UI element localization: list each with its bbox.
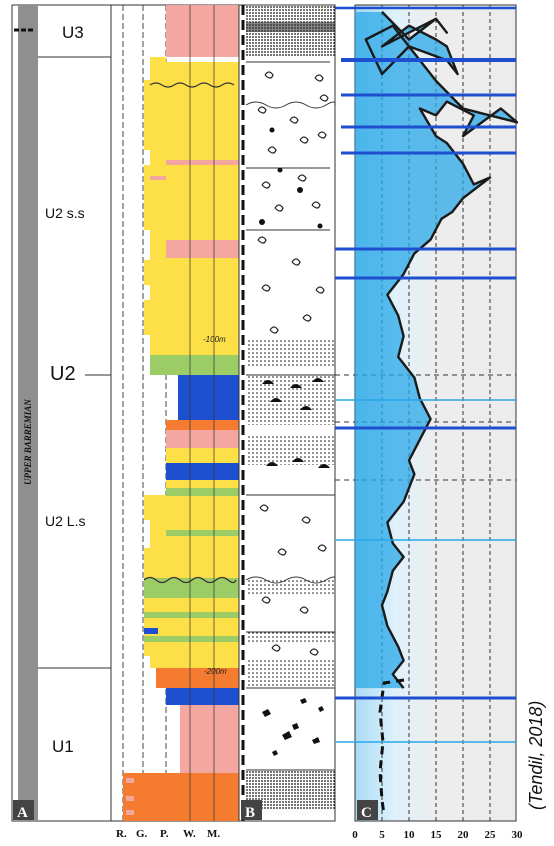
texture-label-w: W.: [183, 828, 196, 840]
dark-grains: [259, 127, 324, 756]
x-tick-label: 15: [431, 829, 443, 841]
texture-label-m: M.: [207, 828, 220, 840]
panel-label-b: B: [245, 805, 255, 821]
profile-area: [355, 11, 517, 689]
texture-label-p: P.: [160, 828, 169, 840]
texture-column: -100m -200m R. G. P. W. M.: [110, 4, 240, 840]
x-tick-label: 5: [379, 829, 385, 841]
panel-a: UPPER BARREMIAN U3 U2 s.s U2 U2 L.s U1 A: [11, 4, 112, 822]
unit-label-u2-ls: U2 L.s: [45, 513, 85, 529]
texture-label-r: R.: [116, 828, 127, 840]
panel-label-a: A: [17, 805, 28, 821]
panel-c: C 0 5 10 15 20 25 30: [335, 4, 523, 841]
profile-line: [364, 11, 519, 689]
panel-label-c: C: [361, 805, 372, 821]
unit-label-u2: U2: [50, 363, 76, 385]
stage-label: UPPER BARREMIAN: [23, 399, 33, 485]
depth-label-200m: -200m: [204, 667, 227, 676]
unit-label-u2-ss: U2 s.s: [45, 205, 85, 221]
depth-label-100m: -100m: [203, 335, 226, 344]
u1-dashed-profile: [378, 678, 405, 816]
citation: (Tendil, 2018): [526, 701, 546, 810]
stage-column: [18, 5, 38, 821]
unit-label-u3: U3: [62, 23, 84, 42]
texture-label-g: G.: [136, 828, 148, 840]
x-tick-label: 0: [352, 829, 358, 841]
x-tick-label: 30: [512, 829, 524, 841]
profile-layer: [355, 11, 519, 689]
x-axis-ticks: 0 5 10 15 20 25 30: [352, 829, 523, 841]
x-tick-label: 25: [485, 829, 497, 841]
rudist-symbols: [257, 71, 329, 656]
marker-lines: [335, 6, 516, 743]
panel-b: B: [238, 4, 336, 822]
unit-label-u1: U1: [52, 737, 74, 756]
x-tick-label: 10: [404, 829, 416, 841]
x-tick-label: 20: [458, 829, 470, 841]
